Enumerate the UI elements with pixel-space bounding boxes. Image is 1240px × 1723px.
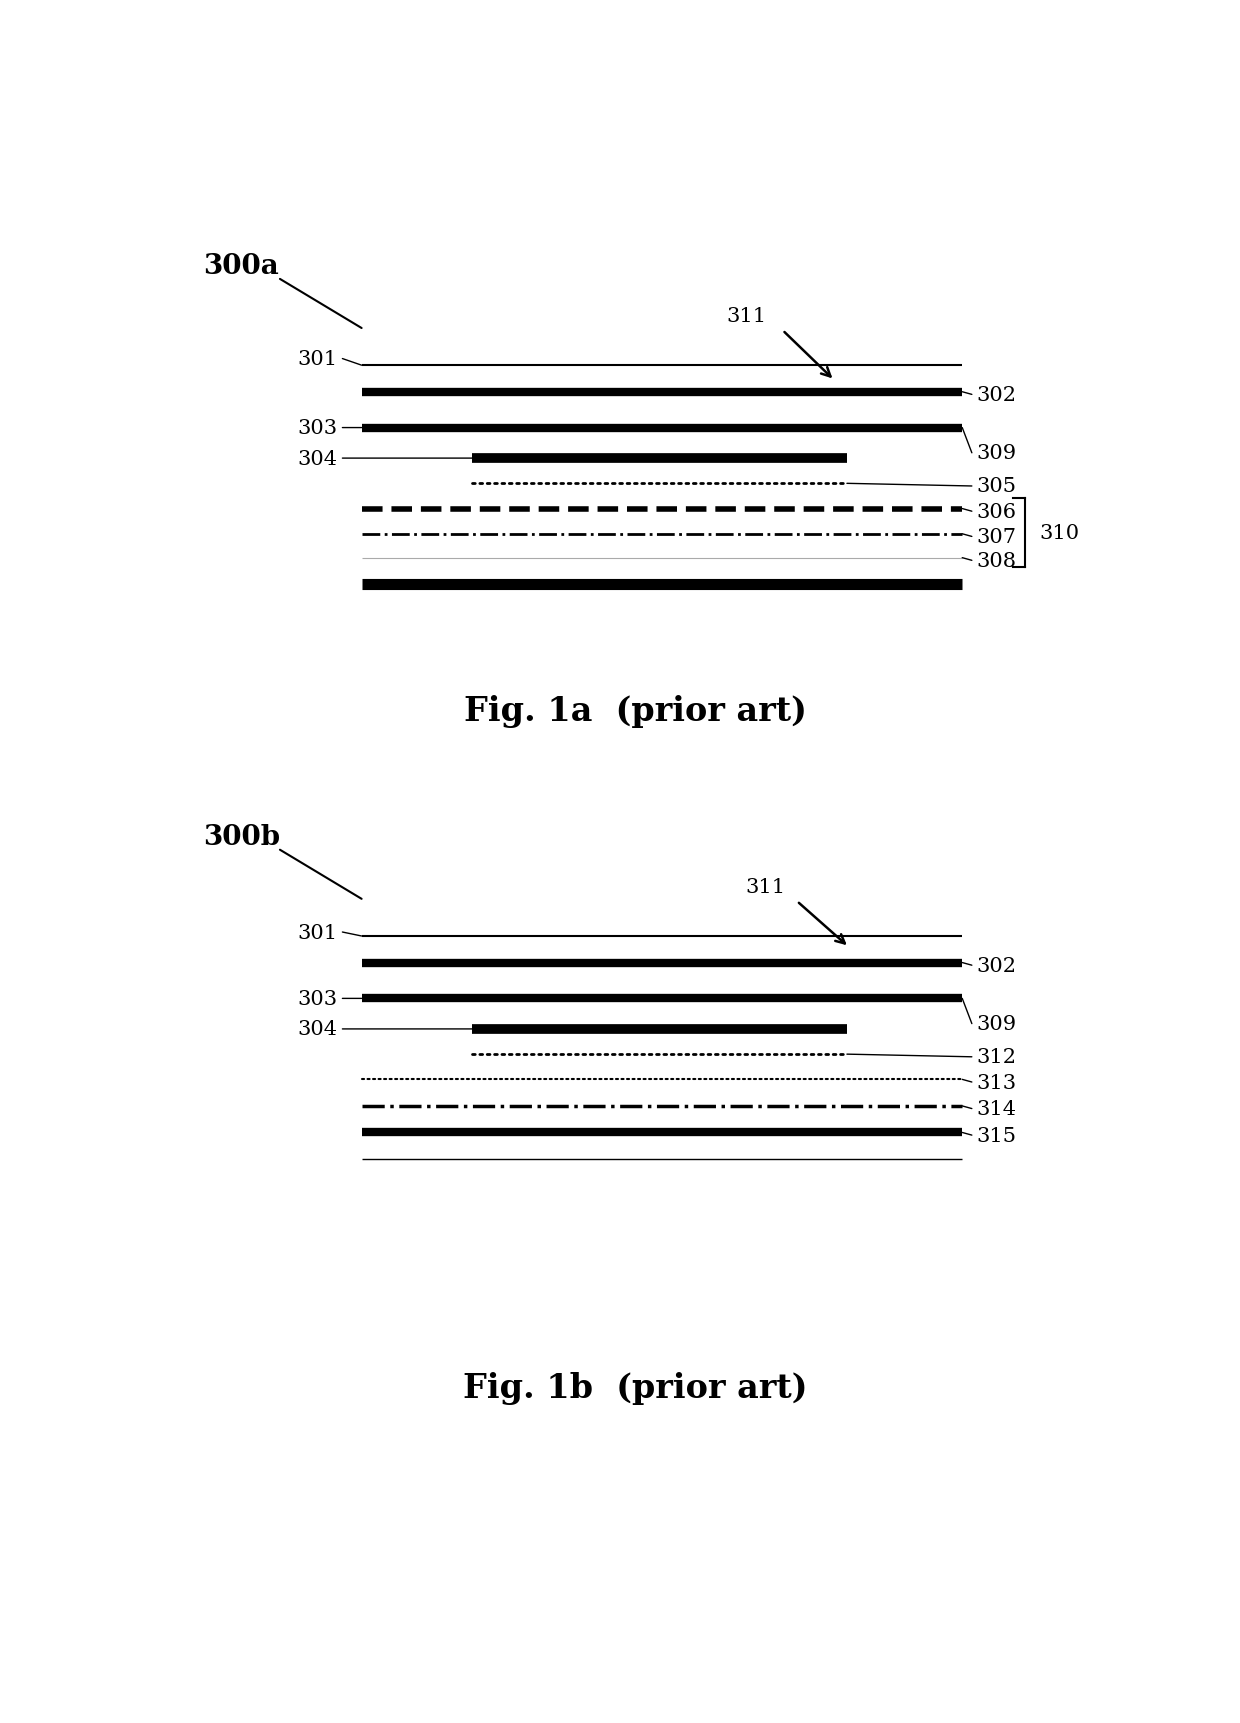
Text: 304: 304 <box>298 450 337 469</box>
Text: 312: 312 <box>977 1048 1017 1067</box>
Text: 303: 303 <box>298 989 337 1008</box>
Text: 300a: 300a <box>203 253 279 281</box>
Text: Fig. 1b  (prior art): Fig. 1b (prior art) <box>464 1372 807 1404</box>
Text: 301: 301 <box>298 924 337 942</box>
Text: 311: 311 <box>745 877 785 896</box>
Text: 303: 303 <box>298 419 337 438</box>
Text: 314: 314 <box>977 1099 1017 1118</box>
Text: 309: 309 <box>977 1015 1017 1034</box>
Text: 309: 309 <box>977 445 1017 463</box>
Text: 315: 315 <box>977 1125 1017 1146</box>
Text: 311: 311 <box>725 307 766 326</box>
Text: 305: 305 <box>977 477 1017 496</box>
Text: Fig. 1a  (prior art): Fig. 1a (prior art) <box>464 694 807 727</box>
Text: 304: 304 <box>298 1020 337 1039</box>
Text: 301: 301 <box>298 350 337 369</box>
Text: 310: 310 <box>1039 524 1079 543</box>
Text: 302: 302 <box>977 956 1017 975</box>
Text: 306: 306 <box>977 503 1017 522</box>
Text: 313: 313 <box>977 1073 1017 1092</box>
Text: 308: 308 <box>977 551 1017 570</box>
Text: 307: 307 <box>977 527 1017 546</box>
Text: 300b: 300b <box>203 824 280 851</box>
Text: 302: 302 <box>977 386 1017 405</box>
